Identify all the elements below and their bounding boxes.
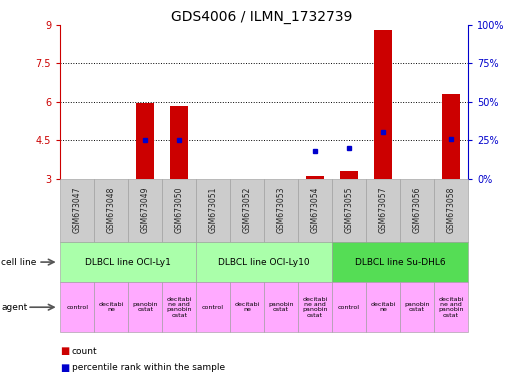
Text: ■: ■ [60, 363, 70, 373]
Text: GSM673056: GSM673056 [413, 187, 422, 233]
Text: control: control [202, 305, 224, 310]
Bar [306, 176, 324, 179]
Bar [170, 106, 188, 179]
Text: count: count [72, 347, 97, 356]
Text: control: control [66, 305, 88, 310]
Text: percentile rank within the sample: percentile rank within the sample [72, 363, 225, 372]
Text: ■: ■ [60, 346, 70, 356]
Text: DLBCL line Su-DHL6: DLBCL line Su-DHL6 [355, 258, 446, 266]
Text: agent: agent [1, 303, 27, 312]
Text: GSM673057: GSM673057 [379, 187, 388, 233]
Text: GSM673051: GSM673051 [209, 187, 218, 233]
Text: decitabi
ne and
panobin
ostat: decitabi ne and panobin ostat [438, 296, 464, 318]
Text: decitabi
ne and
panobin
ostat: decitabi ne and panobin ostat [166, 296, 192, 318]
Text: GSM673050: GSM673050 [175, 187, 184, 233]
Text: control: control [338, 305, 360, 310]
Text: GDS4006 / ILMN_1732739: GDS4006 / ILMN_1732739 [171, 10, 352, 23]
Text: decitabi
ne: decitabi ne [98, 302, 124, 313]
Text: GSM673055: GSM673055 [345, 187, 354, 233]
Text: panobin
ostat: panobin ostat [404, 302, 430, 313]
Bar [442, 94, 460, 179]
Text: panobin
ostat: panobin ostat [268, 302, 294, 313]
Text: GSM673049: GSM673049 [141, 187, 150, 233]
Text: GSM673053: GSM673053 [277, 187, 286, 233]
Text: cell line: cell line [1, 258, 37, 266]
Bar [340, 171, 358, 179]
Text: GSM673054: GSM673054 [311, 187, 320, 233]
Text: GSM673052: GSM673052 [243, 187, 252, 233]
Text: GSM673058: GSM673058 [447, 187, 456, 233]
Bar [374, 30, 392, 179]
Text: GSM673048: GSM673048 [107, 187, 116, 233]
Text: decitabi
ne: decitabi ne [370, 302, 396, 313]
Text: decitabi
ne and
panobin
ostat: decitabi ne and panobin ostat [302, 296, 328, 318]
Text: DLBCL line OCI-Ly1: DLBCL line OCI-Ly1 [85, 258, 171, 266]
Bar [136, 103, 154, 179]
Text: decitabi
ne: decitabi ne [234, 302, 260, 313]
Text: GSM673047: GSM673047 [73, 187, 82, 233]
Text: panobin
ostat: panobin ostat [132, 302, 158, 313]
Text: DLBCL line OCI-Ly10: DLBCL line OCI-Ly10 [218, 258, 310, 266]
